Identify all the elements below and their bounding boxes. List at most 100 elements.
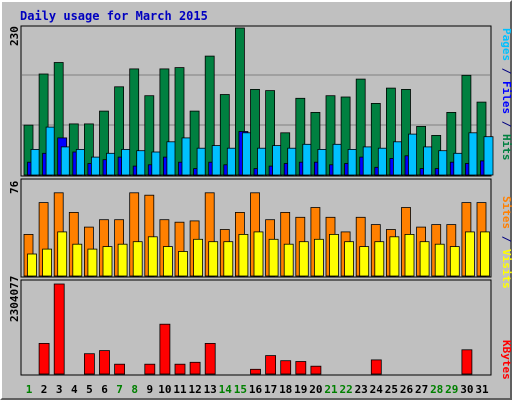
bar-sites-day-11 [178, 251, 188, 277]
bar-sites-day-21 [329, 233, 339, 277]
x-tick-label: 2 [41, 383, 48, 396]
x-tick-label: 26 [400, 383, 414, 396]
y-max-label-visits: 76 [8, 180, 21, 194]
bar-sites-day-25 [389, 236, 400, 277]
bar-sites-day-1 [27, 253, 37, 277]
x-tick-label: 17 [264, 383, 277, 396]
legend-sep: / [500, 229, 512, 249]
bar-pages-day-3 [60, 146, 71, 176]
y-max-label-hits: 230 [8, 26, 21, 46]
bar-pages-day-21 [332, 143, 343, 176]
bar-sites-day-5 [87, 248, 98, 277]
x-tick-label: 23 [355, 383, 368, 396]
bar-sites-day-14 [223, 241, 234, 277]
bar-kbytes-day-16 [250, 368, 261, 375]
bar-kbytes-day-2 [38, 342, 50, 375]
bar-pages-day-5 [91, 156, 101, 176]
bar-sites-day-30 [464, 231, 475, 277]
bar-pages-day-20 [317, 148, 328, 176]
x-tick-label: 24 [370, 383, 384, 396]
bar-sites-day-17 [268, 238, 279, 277]
bar-pages-day-8 [136, 150, 147, 176]
x-tick-label: 27 [415, 383, 428, 396]
bar-sites-day-28 [434, 243, 445, 277]
bar-pages-day-10 [166, 141, 177, 176]
bar-kbytes-day-7 [114, 363, 125, 375]
bar-sites-day-24 [374, 241, 385, 277]
bar-kbytes-day-17 [265, 355, 277, 375]
bar-kbytes-day-24 [370, 359, 382, 375]
x-tick-label: 14 [219, 383, 233, 396]
bar-sites-day-22 [344, 241, 355, 277]
x-tick-label: 9 [146, 383, 153, 396]
bar-pages-day-29 [453, 152, 464, 176]
bar-sites-day-9 [147, 236, 158, 277]
bar-pages-day-18 [287, 147, 298, 176]
x-tick-label: 25 [385, 383, 398, 396]
bar-sites-day-26 [404, 233, 415, 277]
bar-pages-day-12 [196, 147, 207, 176]
bar-pages-day-9 [151, 151, 162, 176]
bar-kbytes-day-9 [144, 363, 156, 375]
bar-pages-day-28 [438, 150, 449, 176]
bar-pages-day-31 [483, 136, 494, 176]
legend-hits: Hits [500, 134, 512, 161]
legend-sep: / [500, 114, 512, 134]
bar-pages-day-6 [106, 152, 116, 176]
x-tick-label: 13 [204, 383, 217, 396]
bar-pages-day-11 [181, 137, 192, 176]
bar-sites-day-31 [480, 231, 490, 277]
bar-kbytes-day-30 [461, 349, 473, 375]
legend-sites: Sites [500, 196, 512, 229]
bar-sites-day-29 [449, 246, 460, 277]
bar-pages-day-15 [241, 132, 252, 176]
bar-pages-day-19 [302, 143, 313, 176]
bar-kbytes-day-11 [174, 363, 186, 375]
x-tick-label: 1 [26, 383, 33, 396]
x-tick-label: 19 [294, 383, 307, 396]
x-tick-label: 22 [339, 383, 352, 396]
bar-pages-day-14 [226, 147, 237, 176]
x-tick-label: 28 [430, 383, 443, 396]
bar-pages-day-22 [347, 148, 358, 176]
bar-pages-day-26 [408, 133, 418, 176]
bar-pages-day-24 [377, 147, 388, 176]
bar-sites-day-20 [313, 238, 324, 277]
bar-sites-day-19 [298, 241, 309, 277]
x-tick-label: 10 [158, 383, 171, 396]
x-tick-label: 5 [86, 383, 93, 396]
legend-files: Files [500, 81, 512, 114]
axis-label-visits-panel: Sites / Visits [500, 196, 512, 289]
bar-pages-day-4 [75, 148, 86, 176]
bar-kbytes-day-20 [310, 365, 322, 375]
bar-pages-day-30 [468, 132, 479, 176]
bar-sites-day-12 [193, 238, 204, 277]
legend-pages: Pages [500, 28, 512, 61]
x-tick-label: 30 [460, 383, 473, 396]
bar-sites-day-10 [162, 246, 173, 277]
bar-pages-day-16 [257, 147, 267, 176]
chart-title: Daily usage for March 2015 [20, 9, 208, 23]
legend-sep: / [500, 61, 512, 81]
bar-kbytes-day-5 [84, 353, 95, 375]
bar-sites-day-6 [102, 246, 113, 277]
bar-pages-day-25 [392, 141, 403, 176]
x-tick-label: 11 [173, 383, 187, 396]
bar-sites-day-2 [42, 248, 52, 277]
bar-kbytes-day-18 [280, 360, 292, 375]
bar-kbytes-day-12 [189, 361, 201, 375]
bar-kbytes-day-6 [99, 350, 110, 375]
bar-sites-day-16 [253, 231, 264, 277]
x-tick-label: 4 [71, 383, 78, 396]
x-tick-label: 18 [279, 383, 292, 396]
axis-label-hits-panel: Pages / Files / Hits [500, 28, 512, 161]
x-tick-label: 8 [131, 383, 138, 396]
bar-kbytes-day-3 [53, 283, 65, 375]
bar-sites-day-13 [208, 241, 219, 277]
bar-sites-day-4 [72, 243, 83, 277]
bar-sites-day-3 [57, 231, 68, 277]
bar-pages-day-7 [121, 148, 131, 176]
legend-visits: Visits [500, 249, 512, 289]
legend-kbytes: KBytes [500, 340, 512, 380]
